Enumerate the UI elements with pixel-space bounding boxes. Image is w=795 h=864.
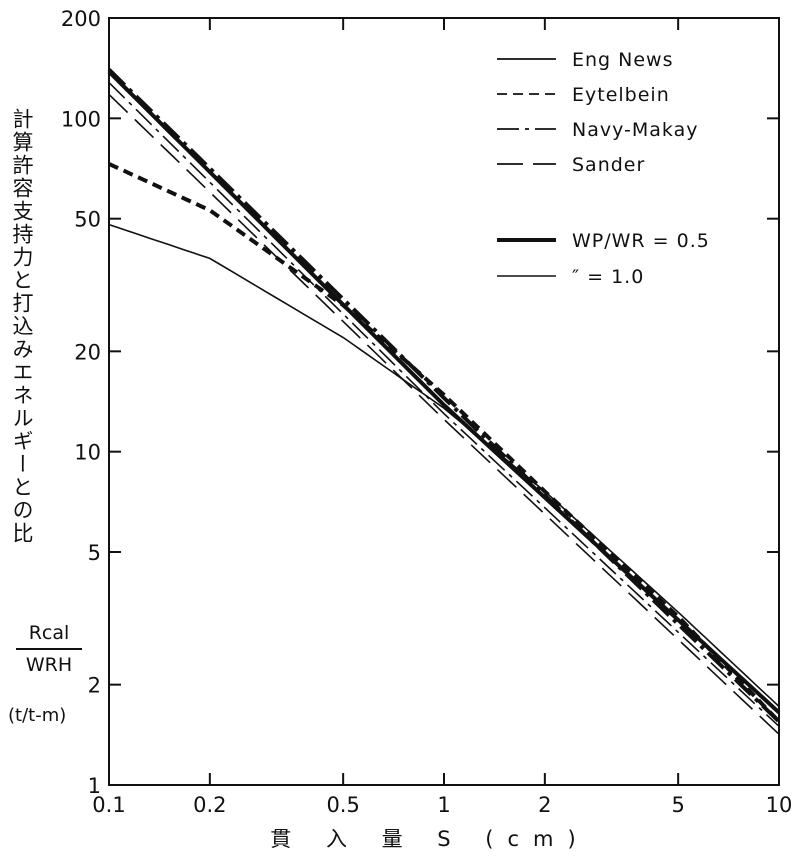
series-line-eytelbein-0-5 [108, 162, 781, 723]
y-axis-denominator: WRH [25, 654, 73, 676]
x-tick-label-6: 10 [766, 793, 793, 817]
y-axis-numerator: Rcal [28, 622, 70, 644]
legend-weight-label-1: ″ = 1.0 [572, 266, 644, 288]
legend-label-3: Sander [572, 154, 645, 176]
series-line-sander-1 [108, 93, 780, 735]
fraction-bar [16, 648, 82, 650]
y-axis-fraction: Rcal WRH [12, 620, 86, 678]
legend: Eng News Eytelbein Navy-Makay Sander WP/WR =… [497, 49, 710, 288]
y-tick-label-2: 5 [88, 541, 101, 565]
axis-ticks: 0.1 0.2 0.5 1 2 5 10 1 2 5 10 20 50 100 200 [61, 7, 792, 817]
x-tick-label-0: 0.1 [92, 793, 125, 817]
y-tick-label-6: 100 [61, 107, 101, 131]
y-axis-unit: (t/t-m) [8, 705, 67, 726]
y-tick-label-1: 2 [88, 674, 101, 698]
x-tick-label-5: 5 [671, 793, 684, 817]
legend-weight-label-0: WP/WR = 0.5 [572, 230, 710, 252]
series-line-eng-news-0-5 [107, 70, 781, 714]
x-axis-label: 貫 入 量 S (cm) [270, 827, 589, 851]
series-line-eng-news-1 [108, 223, 780, 708]
x-tick-label-1: 0.2 [193, 793, 226, 817]
x-tick-label-3: 1 [437, 793, 450, 817]
y-tick-label-4: 20 [74, 340, 101, 364]
legend-label-0: Eng News [572, 49, 674, 71]
y-tick-label-0: 1 [88, 774, 101, 798]
y-axis-label-text: 計算許容支持力と打込みエネルギーとの比 [10, 108, 34, 545]
series-line-navy-makay-0-5 [107, 68, 781, 724]
legend-label-2: Navy-Makay [572, 119, 698, 141]
x-tick-label-4: 2 [538, 793, 551, 817]
y-tick-label-3: 10 [74, 441, 101, 465]
series-line-navy-makay-1 [108, 82, 780, 727]
y-tick-label-7: 200 [61, 7, 101, 31]
series-group [107, 68, 781, 735]
x-tick-label-2: 0.5 [326, 793, 359, 817]
legend-label-1: Eytelbein [572, 84, 670, 106]
y-tick-label-5: 50 [74, 208, 101, 232]
